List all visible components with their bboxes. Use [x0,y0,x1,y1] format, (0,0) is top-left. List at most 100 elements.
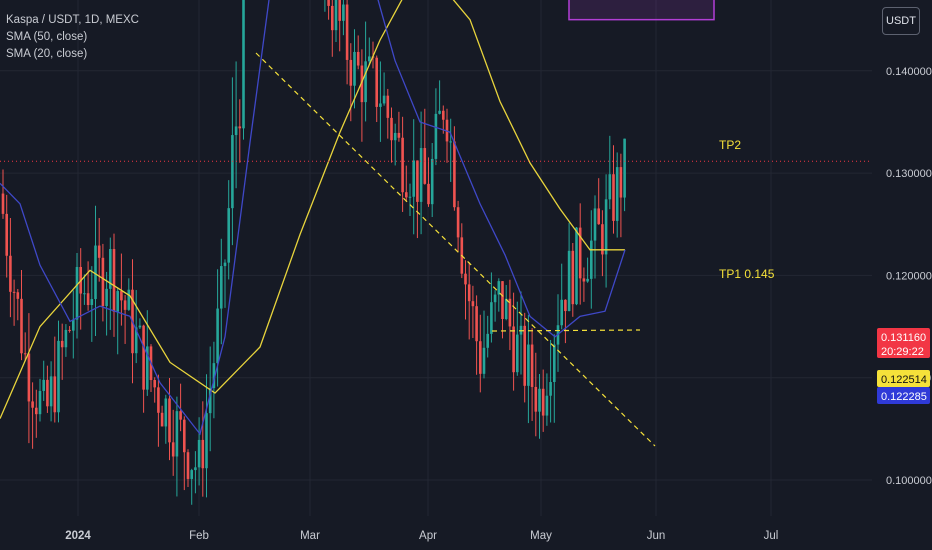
candle-body [112,249,116,312]
currency-button[interactable]: USDT [882,7,920,35]
candle-body [375,57,378,107]
candle [516,301,519,376]
candle [12,279,16,326]
candle-body [205,413,208,469]
candle-body [49,376,53,407]
candle-body [334,0,338,31]
candle-body [216,308,219,364]
candle-body [20,298,23,354]
candle [482,310,486,379]
candle-body [601,224,604,255]
candle [549,339,552,423]
candle [334,0,338,43]
x-tick-label: 2024 [65,530,91,542]
candle [197,417,201,486]
candle-body [504,298,508,320]
candle [94,205,97,337]
candle-body [201,439,205,469]
downtrend-line [255,52,656,447]
candle-body [53,376,57,413]
candle [238,99,242,163]
candle-body [386,95,390,118]
candle-body [604,199,608,255]
sma50-line [0,0,625,419]
candle-body [75,266,79,320]
sma50-legend[interactable]: SMA (50, close) [6,31,88,43]
y-tick-label: 0.130000 [886,168,932,180]
candle-body [486,333,489,348]
candle-body [234,126,238,136]
candle-body [35,407,38,415]
candle [405,165,408,202]
candle-body [190,470,193,479]
candle [479,314,482,393]
candle [68,326,71,333]
candle-body [405,192,408,198]
candle-body [179,411,182,420]
candle [105,271,108,336]
candle-body [171,442,175,457]
tp1-zone[interactable] [568,0,715,21]
candle-body [46,379,49,407]
candle [501,281,504,339]
candle [179,383,182,432]
symbol-title[interactable]: Kaspa / USDT, 1D, MEXC [6,14,139,26]
candle [190,468,193,505]
candle [194,451,197,494]
candle-body [467,284,471,302]
candle-body [593,208,597,241]
candle-body [23,353,27,355]
price-tag-value: 0.122285 [881,391,927,403]
candle [142,324,145,413]
candle-body [183,419,186,453]
candle-body [327,0,330,6]
sma20-line [0,0,626,436]
candle-body [231,135,234,209]
candle [527,314,530,424]
candle-body [597,208,600,225]
candle [408,183,412,216]
candle-body [434,113,438,159]
candle-body [427,183,430,205]
candle [490,272,493,343]
candle [227,180,230,280]
sma20-legend[interactable]: SMA (20, close) [6,48,88,60]
candle-body [238,126,242,129]
candle [201,401,205,497]
candle-body [382,95,386,104]
candle-body [101,257,105,307]
candle-body [356,51,360,66]
price-tag-value: 0.122514 [881,374,927,386]
candle [423,108,427,185]
candle-body [567,250,571,312]
candle [353,29,356,109]
candle-body [116,291,119,312]
candle [90,266,94,342]
candle-body [349,59,353,86]
candle-body [456,207,460,238]
candle-body [1,193,5,214]
candle [427,157,430,207]
candle [538,373,541,439]
candle [419,111,423,235]
candle-body [553,344,556,383]
candle [31,382,34,449]
candle [86,261,90,311]
candle [183,416,186,491]
candle-body [423,148,427,184]
candle [345,0,349,85]
price-tag-bg [877,370,930,387]
candle [83,274,86,305]
candle-body [127,289,131,310]
candle [586,257,589,283]
candle [27,313,31,444]
candle-body [342,4,345,21]
candle-body [208,388,212,414]
candle [220,238,223,345]
candle [456,200,460,252]
candle-body [493,294,497,303]
candle [35,389,38,438]
candle-body [545,395,549,416]
